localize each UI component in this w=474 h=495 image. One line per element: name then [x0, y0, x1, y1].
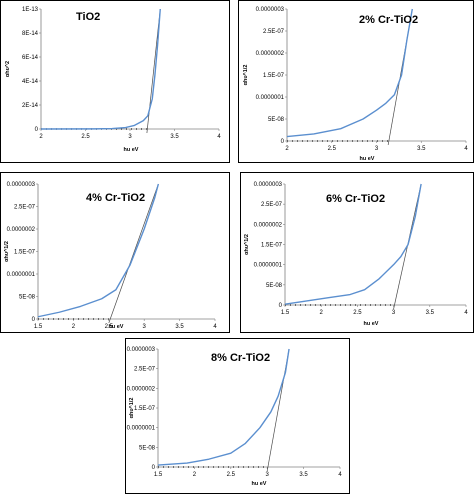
x-tick-label: 2.5	[353, 310, 362, 316]
x-tick-label: 2	[193, 472, 197, 478]
x-tick-label: 2	[72, 324, 76, 330]
y-tick-label: 0.0000003	[127, 347, 156, 353]
y-tick-label: 0.0000003	[256, 7, 285, 13]
chart-panel-6-cr-tio2: 1.5 2 2.5 3 3.5 4 0 5E-08 0.0000001 1.5E-07 0.0000…	[240, 172, 474, 333]
x-tick-label: 2	[39, 134, 43, 140]
y-tick-label: 0.0000002	[127, 386, 156, 392]
chart-panel-2-cr-tio2: 2 2.5 3 3.5 4 0 5E-08 0.0000001 1.5E-07 0.0000002…	[238, 0, 474, 163]
chart-svg-6-cr-tio2: 1.5 2 2.5 3 3.5 4 0 5E-08 0.0000001 1.5E-07 0.0000…	[244, 182, 468, 327]
x-axis-title: hu eV	[364, 321, 379, 327]
chart-panel-4-cr-tio2: 1.5 2 2.5 3 3.5 4 0 5E-08 0.0000001 1.5E-07 0.0000…	[0, 172, 230, 333]
y-tick-label: 2.5E-07	[134, 367, 156, 373]
y-tick-label: 0.0000001	[127, 426, 156, 432]
chart-svg-4-cr-tio2: 1.5 2 2.5 3 3.5 4 0 5E-08 0.0000001 1.5E-07 0.0000…	[4, 182, 217, 330]
x-tick-label: 1.5	[281, 310, 290, 316]
chart-panel-8-cr-tio2: 1.5 2 2.5 3 3.5 4 0 5E-08 0.0000001 1.5E-07 0.0000…	[125, 338, 350, 494]
chart-panel-tio2: 2 2.5 3 3.5 4 0 2E-14 4E-14 6E-14 8E-14 1E-13 TiO2 h…	[0, 0, 230, 163]
x-tick-label: 3	[143, 324, 147, 330]
x-tick-label: 2.5	[81, 134, 90, 140]
chart-title: 4% Cr-TiO2	[86, 192, 145, 204]
x-tick-label: 2.5	[227, 472, 236, 478]
y-tick-label: 5E-08	[266, 283, 283, 289]
x-tick-label: 1.5	[154, 472, 163, 478]
tangent-line	[108, 183, 159, 324]
x-tick-label: 2.5	[328, 146, 337, 152]
x-tick-label: 4	[213, 324, 217, 330]
y-tick-label: 0.0000003	[254, 182, 283, 188]
x-axis-title: hu eV	[109, 324, 124, 330]
y-tick-label: 8E-14	[22, 31, 39, 37]
x-tick-label: 3	[128, 134, 132, 140]
x-tick-label: 3.5	[417, 146, 426, 152]
y-tick-label: 1.5E-07	[14, 250, 36, 256]
y-axis-title: αhυ^1/2	[129, 398, 135, 419]
x-tick-label: 3.5	[175, 324, 184, 330]
series-line	[286, 8, 413, 138]
y-tick-label: 0.0000001	[7, 272, 36, 278]
x-axis-title: hu eV	[252, 481, 267, 487]
series-line	[284, 183, 422, 305]
x-tick-label: 2	[285, 146, 289, 152]
x-tick-label: 2	[320, 310, 324, 316]
y-tick-label: 0	[32, 317, 36, 323]
x-tick-label: 4	[464, 146, 468, 152]
y-tick-label: 0	[279, 303, 283, 309]
y-tick-label: 2.5E-07	[263, 29, 285, 35]
y-tick-label: 0.0000001	[256, 95, 285, 101]
y-tick-label: 5E-08	[139, 445, 156, 451]
y-tick-label: 2.5E-07	[261, 202, 283, 208]
x-tick-label: 4	[338, 472, 342, 478]
series-line	[40, 8, 161, 130]
series-line	[37, 183, 160, 318]
x-tick-label: 1.5	[34, 324, 43, 330]
chart-svg-8-cr-tio2: 1.5 2 2.5 3 3.5 4 0 5E-08 0.0000001 1.5E-07 0.0000…	[127, 347, 343, 487]
chart-title: 6% Cr-TiO2	[326, 193, 385, 205]
y-tick-label: 5E-08	[19, 295, 36, 301]
y-tick-label: 1.5E-07	[263, 73, 285, 79]
x-tick-label: 3.5	[170, 134, 179, 140]
x-axis-title: hu eV	[124, 147, 139, 153]
y-tick-label: 2.5E-07	[14, 205, 36, 211]
series-line	[157, 348, 290, 466]
y-tick-label: 0.0000003	[7, 182, 36, 188]
y-tick-label: 5E-08	[268, 117, 285, 123]
y-axis-title: αhυ^1/2	[243, 65, 249, 86]
x-tick-label: 3.5	[299, 472, 308, 478]
x-tick-label: 3	[266, 472, 270, 478]
x-tick-label: 4	[464, 310, 468, 316]
x-tick-label: 3	[375, 146, 379, 152]
y-tick-label: 0.0000002	[254, 222, 283, 228]
y-axis-title: αhυ^1/2	[4, 241, 10, 262]
y-axis-title: αhυ^2	[5, 61, 11, 77]
y-tick-label: 1.5E-07	[134, 406, 156, 412]
y-tick-label: 1.5E-07	[261, 243, 283, 249]
y-tick-label: 0	[35, 127, 39, 133]
x-tick-label: 3	[392, 310, 396, 316]
y-tick-label: 0	[281, 139, 285, 145]
x-tick-label: 2.5	[105, 324, 114, 330]
y-tick-label: 4E-14	[22, 79, 39, 85]
x-tick-label: 4	[217, 134, 221, 140]
chart-svg-2-cr-tio2: 2 2.5 3 3.5 4 0 5E-08 0.0000001 1.5E-07 0.0000002…	[243, 7, 468, 162]
chart-title: TiO2	[76, 11, 100, 23]
y-tick-label: 0.0000002	[256, 51, 285, 57]
y-tick-label: 0.0000001	[254, 263, 283, 269]
chart-title: 2% Cr-TiO2	[359, 14, 418, 26]
x-tick-label: 3.5	[426, 310, 435, 316]
y-tick-label: 0	[152, 465, 156, 471]
x-axis-title: hu eV	[360, 156, 375, 162]
y-tick-label: 1E-13	[22, 7, 39, 13]
chart-title: 8% Cr-TiO2	[211, 352, 270, 364]
y-tick-label: 0.0000002	[7, 227, 36, 233]
y-tick-label: 6E-14	[22, 55, 39, 61]
chart-svg-tio2: 2 2.5 3 3.5 4 0 2E-14 4E-14 6E-14 8E-14 1E-13 TiO2 h…	[5, 7, 221, 153]
y-axis-title: αhυ^1/2	[244, 234, 250, 255]
y-tick-label: 2E-14	[22, 103, 39, 109]
